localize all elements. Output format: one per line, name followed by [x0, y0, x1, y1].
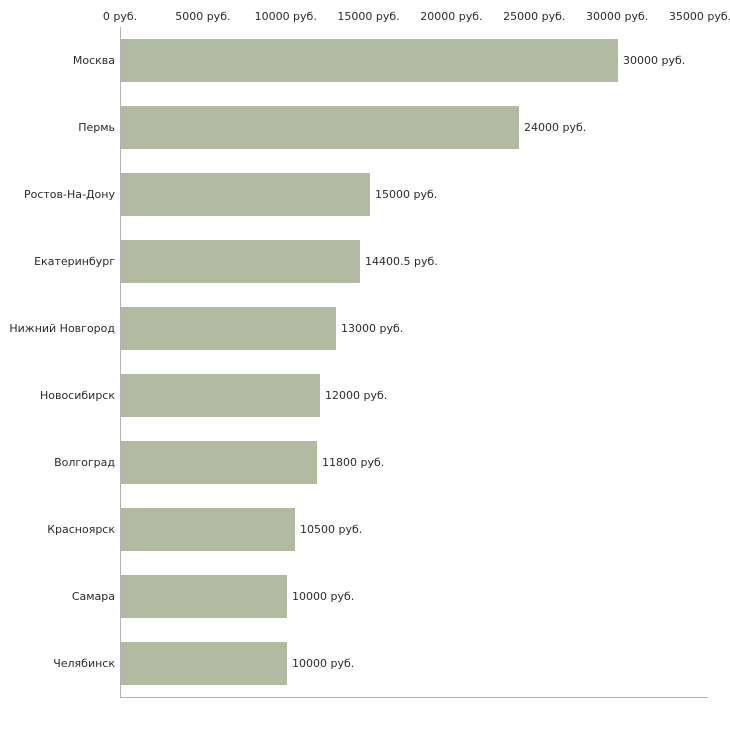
category-label: Челябинск	[53, 657, 115, 670]
value-label: 13000 руб.	[341, 322, 404, 335]
value-label: 12000 руб.	[325, 389, 388, 402]
bar-1	[121, 39, 618, 82]
value-label: 30000 руб.	[623, 54, 686, 67]
x-axis-tick-label: 20000 руб.	[420, 10, 483, 23]
bar-6	[121, 374, 320, 417]
bar-7	[121, 441, 317, 484]
x-axis-baseline	[120, 697, 708, 698]
bar-3	[121, 173, 370, 216]
value-label: 10500 руб.	[300, 523, 363, 536]
bar-9	[121, 575, 287, 618]
x-axis-tick-label: 35000 руб.	[668, 10, 730, 23]
value-label: 15000 руб.	[375, 188, 438, 201]
category-label: Москва	[72, 54, 115, 67]
x-axis-tick-label: 10000 руб.	[254, 10, 317, 23]
bar-10	[121, 642, 287, 685]
x-axis-tick-label: 25000 руб.	[503, 10, 566, 23]
x-axis-tick-label: 15000 руб.	[337, 10, 400, 23]
x-axis-tick-label: 30000 руб.	[586, 10, 649, 23]
bar-4	[121, 240, 360, 283]
value-label: 14400.5 руб.	[365, 255, 438, 268]
category-label: Красноярск	[47, 523, 115, 536]
y-axis-line	[120, 27, 121, 697]
category-label: Нижний Новгород	[9, 322, 115, 335]
category-label: Волгоград	[54, 456, 115, 469]
value-label: 11800 руб.	[322, 456, 385, 469]
category-label: Пермь	[78, 121, 115, 134]
category-label: Самара	[71, 590, 115, 603]
x-axis-tick-label: 0 руб.	[102, 10, 138, 23]
bar-2	[121, 106, 519, 149]
bar-5	[121, 307, 336, 350]
category-label: Новосибирск	[39, 389, 115, 402]
category-label: Екатеринбург	[34, 255, 115, 268]
value-label: 24000 руб.	[524, 121, 587, 134]
category-label: Ростов-На-Дону	[23, 188, 115, 201]
x-axis-tick-label: 5000 руб.	[175, 10, 231, 23]
value-label: 10000 руб.	[292, 590, 355, 603]
value-label: 10000 руб.	[292, 657, 355, 670]
bar-8	[121, 508, 295, 551]
